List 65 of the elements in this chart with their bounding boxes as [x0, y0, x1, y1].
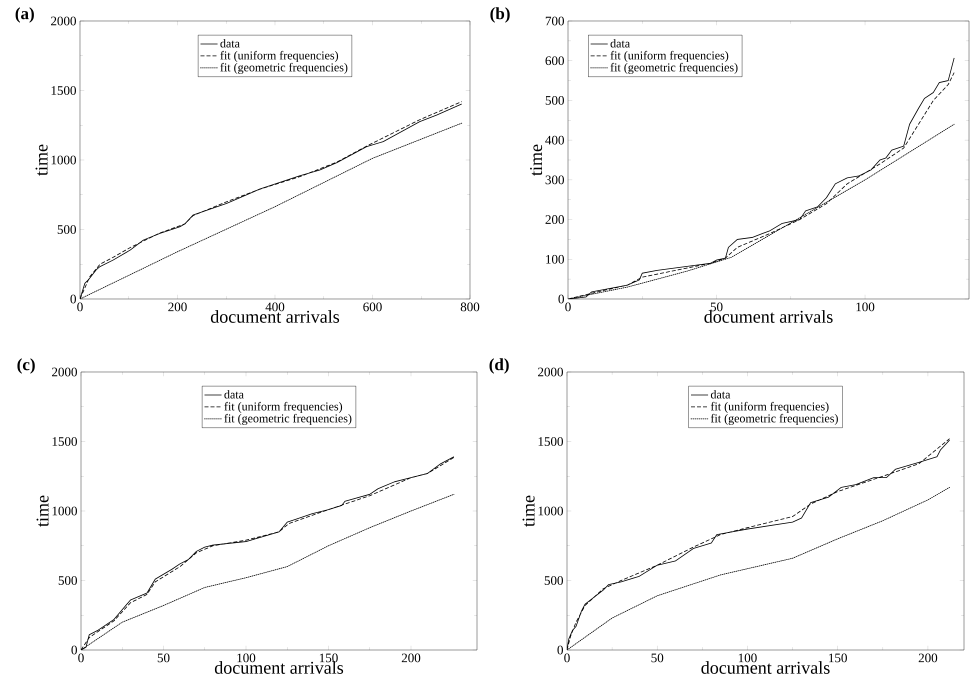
x-tick-label: 100	[856, 302, 874, 312]
legend-label: data	[710, 390, 730, 399]
y-tick-label: 400	[545, 136, 564, 145]
y-tick-label: 1500	[52, 437, 77, 446]
legend-label: fit (uniform frequencies)	[224, 402, 342, 413]
y-tick-label: 1000	[52, 156, 76, 164]
y-tick-label: 2000	[51, 16, 76, 26]
x-tick-label: 200	[918, 654, 938, 662]
y-tick-label: 300	[546, 175, 564, 184]
y-tick-label: 500	[58, 225, 76, 234]
x-tick-label: 200	[402, 654, 420, 662]
x-axis-title: document arrivals	[214, 661, 344, 674]
y-tick-label: 0	[558, 294, 564, 304]
x-tick-label: 800	[460, 302, 480, 312]
x-axis-title: document arrivals	[701, 661, 830, 674]
y-axis-title: time	[530, 144, 542, 176]
x-tick-label: 50	[710, 302, 723, 312]
y-axis-title: time	[522, 496, 535, 527]
legend-label: fit (uniform frequencies)	[710, 402, 829, 413]
legend-label: data	[610, 39, 630, 48]
y-tick-label: 1000	[52, 506, 77, 516]
x-tick-label: 0	[565, 302, 571, 312]
legend-label: fit (geometric frequencies)	[710, 414, 838, 425]
y-tick-label: 0	[71, 646, 77, 654]
legend-label: fit (geometric frequencies)	[610, 62, 738, 74]
x-tick-label: 50	[651, 654, 664, 662]
chart-title: (c)	[17, 358, 35, 374]
legend-label: data	[220, 39, 240, 48]
x-tick-label: 100	[237, 654, 256, 662]
y-tick-label: 500	[58, 576, 77, 585]
legend-label: data	[224, 390, 244, 399]
x-tick-label: 400	[266, 302, 284, 312]
x-tick-label: 0	[77, 302, 83, 312]
x-tick-label: 0	[564, 654, 570, 662]
y-tick-label: 200	[546, 215, 564, 224]
y-axis-title: time	[36, 496, 49, 527]
x-tick-label: 150	[829, 654, 847, 662]
y-tick-label: 600	[546, 56, 564, 66]
legend-label: fit (uniform frequencies)	[610, 50, 728, 62]
y-tick-label: 500	[546, 96, 564, 105]
y-tick-label: 2000	[538, 368, 563, 376]
y-axis-title: time	[36, 144, 48, 176]
chart-title: (d)	[490, 358, 509, 374]
y-tick-label: 1500	[538, 437, 563, 446]
legend-label: fit (uniform frequencies)	[220, 50, 338, 62]
x-tick-label: 200	[168, 302, 187, 312]
y-tick-label: 1500	[52, 86, 76, 95]
y-tick-label: 500	[544, 576, 563, 585]
x-axis-title: document arrivals	[210, 310, 340, 323]
x-tick-label: 100	[738, 654, 757, 662]
x-tick-label: 50	[158, 654, 170, 662]
x-tick-label: 600	[363, 302, 382, 312]
y-tick-label: 0	[70, 294, 76, 304]
y-tick-label: 1000	[538, 506, 563, 516]
y-tick-label: 100	[546, 254, 564, 264]
legend-label: fit (geometric frequencies)	[220, 62, 348, 74]
legend-label: fit (geometric frequencies)	[224, 414, 352, 425]
y-tick-label: 700	[546, 16, 564, 26]
y-tick-label: 2000	[52, 368, 77, 376]
x-tick-label: 150	[320, 654, 338, 662]
chart-title: (b)	[490, 7, 510, 23]
x-axis-title: document arrivals	[704, 310, 833, 323]
x-tick-label: 0	[78, 654, 84, 662]
y-tick-label: 0	[557, 646, 563, 654]
chart-title: (a)	[16, 7, 34, 23]
